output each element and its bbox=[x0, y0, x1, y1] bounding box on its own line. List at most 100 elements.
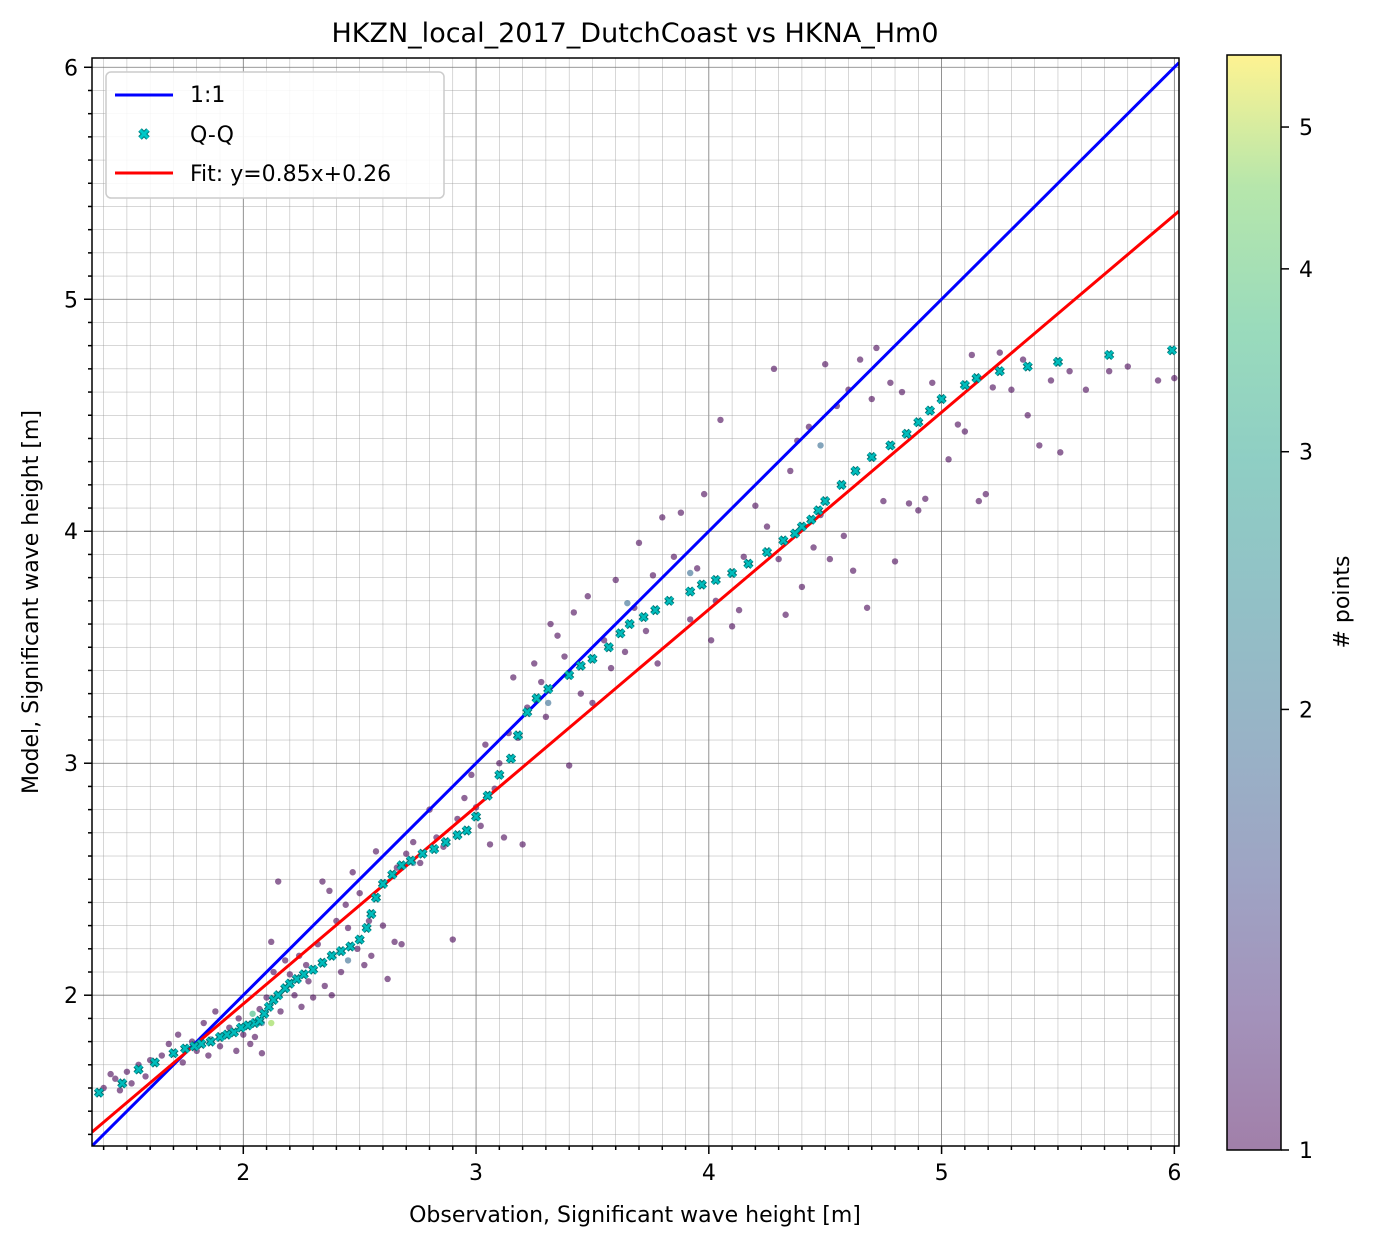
qq-marker bbox=[168, 1048, 179, 1059]
scatter-point bbox=[319, 878, 326, 885]
qq-marker bbox=[308, 964, 319, 975]
x-axis-label: Observation, Significant wave height [m] bbox=[409, 1203, 861, 1228]
scatter-point bbox=[344, 957, 352, 964]
scatter-point bbox=[298, 1003, 305, 1011]
scatter-point bbox=[309, 994, 317, 1001]
qq-marker bbox=[189, 1041, 200, 1052]
scatter-point bbox=[782, 611, 789, 618]
plot-area bbox=[92, 61, 1179, 1146]
scatter-point bbox=[547, 620, 554, 628]
x-tick-label: 6 bbox=[1167, 1161, 1181, 1186]
scatter-point bbox=[179, 1059, 186, 1066]
qq-marker bbox=[836, 479, 847, 490]
scatter-point bbox=[158, 1052, 166, 1059]
scatter-point bbox=[477, 822, 484, 830]
scatter-point bbox=[349, 869, 356, 876]
scatter-point bbox=[291, 992, 298, 999]
qq-marker bbox=[235, 1022, 247, 1033]
qq-marker bbox=[93, 1087, 105, 1098]
scatter-point bbox=[1036, 442, 1043, 449]
scatter-point bbox=[326, 887, 333, 895]
legend-box bbox=[105, 71, 445, 199]
qq-marker bbox=[512, 730, 524, 741]
scatter-point bbox=[116, 1087, 124, 1094]
scatter-point bbox=[982, 490, 990, 498]
scatter-point bbox=[863, 604, 871, 611]
scatter-point bbox=[500, 834, 508, 841]
scatter-point bbox=[700, 490, 708, 498]
scatter-point bbox=[642, 627, 650, 635]
qq-marker bbox=[242, 1020, 254, 1031]
scatter-point bbox=[798, 583, 806, 591]
legend-label-qq: Q-Q bbox=[190, 123, 234, 148]
qq-marker bbox=[180, 1043, 191, 1054]
scatter-point bbox=[975, 497, 983, 505]
scatter-point bbox=[384, 975, 391, 983]
scatter-point bbox=[717, 416, 724, 424]
scatter-point bbox=[891, 558, 899, 565]
scatter-point bbox=[728, 623, 736, 630]
scatter-point bbox=[410, 838, 417, 846]
qq-marker bbox=[813, 505, 824, 516]
scatter-point bbox=[565, 762, 573, 769]
scatter-point bbox=[968, 351, 976, 359]
scatter-point bbox=[542, 713, 550, 721]
chart-title: HKZN_local_2017_DutchCoast vs HKNA_Hm0 bbox=[331, 18, 938, 49]
scatter-point bbox=[635, 539, 643, 547]
scatter-point bbox=[510, 674, 517, 681]
scatter-point bbox=[770, 365, 778, 373]
qq-marker bbox=[361, 922, 372, 934]
plot-frame bbox=[91, 57, 1180, 1147]
scatter-point bbox=[898, 388, 906, 396]
scatter-point bbox=[961, 428, 969, 435]
scatter-point bbox=[368, 952, 375, 959]
qq-marker bbox=[564, 669, 575, 681]
qq-marker bbox=[959, 380, 970, 391]
scatter-point bbox=[1008, 386, 1015, 393]
qq-marker bbox=[778, 535, 789, 546]
qq-marker bbox=[624, 618, 635, 630]
scatter-point bbox=[1171, 374, 1178, 382]
scatter-point bbox=[873, 344, 880, 352]
scatter-point bbox=[235, 1015, 242, 1022]
scatter-point bbox=[391, 938, 398, 946]
scatter-point bbox=[519, 841, 526, 848]
scatter-point bbox=[112, 1075, 119, 1082]
qq-marker bbox=[452, 830, 463, 841]
qq-marker bbox=[522, 707, 533, 718]
qq-marker bbox=[1104, 349, 1115, 361]
qq-marker bbox=[1166, 345, 1178, 356]
scatter-point bbox=[929, 379, 936, 386]
qq-marker bbox=[461, 825, 472, 836]
series-lines bbox=[92, 61, 1179, 1146]
qq-marker bbox=[273, 990, 284, 1001]
scatter-point bbox=[233, 1047, 240, 1055]
qq-marker bbox=[971, 373, 982, 384]
qq-marker bbox=[901, 428, 912, 439]
qq-marker bbox=[615, 628, 626, 639]
scatter-point bbox=[251, 1033, 259, 1041]
scatter-point bbox=[142, 1073, 149, 1080]
scatter-point bbox=[403, 850, 410, 857]
scatter-point bbox=[361, 961, 368, 969]
scatter-point bbox=[840, 532, 848, 540]
qq-marker bbox=[470, 811, 482, 822]
x-tick-label: 3 bbox=[469, 1161, 483, 1186]
colorbar-tick-label: 4 bbox=[1299, 258, 1313, 283]
qq-marker bbox=[727, 567, 738, 579]
scatter-point bbox=[398, 940, 405, 948]
scatter-point bbox=[612, 576, 619, 584]
qq-marker bbox=[885, 440, 896, 451]
scatter-point bbox=[954, 421, 962, 428]
scatter-point bbox=[344, 924, 352, 932]
scatter-point bbox=[922, 495, 929, 502]
scatter-point bbox=[538, 678, 545, 686]
colorbar: 1 2 3 4 5 # points bbox=[1226, 54, 1355, 1164]
scatter-point bbox=[880, 497, 887, 505]
colorbar-tick-label: 5 bbox=[1299, 116, 1313, 141]
scatter-point bbox=[584, 593, 591, 600]
scatter-point bbox=[817, 442, 824, 449]
scatter-point bbox=[945, 456, 952, 463]
scatter-point bbox=[468, 771, 475, 779]
